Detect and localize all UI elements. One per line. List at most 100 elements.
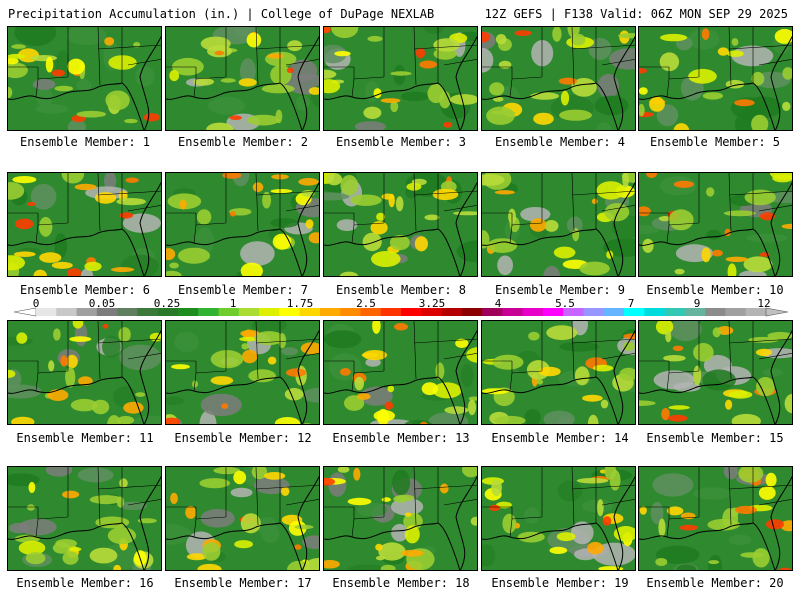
colorbar-swatch bbox=[319, 308, 341, 316]
precip-field bbox=[166, 467, 319, 570]
member-map-14 bbox=[481, 320, 636, 425]
precip-field bbox=[639, 321, 792, 424]
colorbar-swatch bbox=[96, 308, 118, 316]
member-map-17 bbox=[165, 466, 320, 571]
precip-field bbox=[8, 467, 161, 570]
colorbar-right-arrow bbox=[765, 307, 789, 317]
colorbar-swatch bbox=[421, 308, 442, 316]
colorbar-tick-label: 1.75 bbox=[286, 297, 314, 310]
member-label-20: Ensemble Member: 20 bbox=[646, 576, 784, 590]
precip-field bbox=[8, 321, 161, 424]
colorbar-tick-label: 1 bbox=[229, 297, 237, 310]
member-label-2: Ensemble Member: 2 bbox=[177, 135, 309, 149]
member-label-9: Ensemble Member: 9 bbox=[494, 283, 626, 297]
member-map-11 bbox=[7, 320, 162, 425]
member-label-4: Ensemble Member: 4 bbox=[494, 135, 626, 149]
colorbar-swatch bbox=[725, 308, 747, 316]
member-map-13 bbox=[323, 320, 478, 425]
member-map-19 bbox=[481, 466, 636, 571]
precip-field bbox=[8, 173, 161, 276]
member-label-19: Ensemble Member: 19 bbox=[491, 576, 629, 590]
colorbar-tick-label: 5.5 bbox=[555, 297, 575, 310]
colorbar-tick-label: 2.5 bbox=[356, 297, 376, 310]
member-label-1: Ensemble Member: 1 bbox=[19, 135, 151, 149]
precip-field bbox=[482, 321, 635, 424]
member-map-18 bbox=[323, 466, 478, 571]
member-label-3: Ensemble Member: 3 bbox=[335, 135, 467, 149]
colorbar-swatch bbox=[157, 308, 179, 316]
colorbar-swatch bbox=[380, 308, 402, 316]
member-label-7: Ensemble Member: 7 bbox=[177, 283, 309, 297]
colorbar-swatch bbox=[624, 308, 645, 316]
colorbar-swatch bbox=[482, 308, 503, 316]
member-label-13: Ensemble Member: 13 bbox=[332, 431, 470, 445]
colorbar-swatch bbox=[259, 308, 280, 316]
member-map-16 bbox=[7, 466, 162, 571]
colorbar-swatch bbox=[502, 308, 523, 316]
colorbar-swatch bbox=[218, 308, 240, 316]
precip-field bbox=[166, 27, 319, 130]
member-map-9 bbox=[481, 172, 636, 277]
member-map-10 bbox=[638, 172, 793, 277]
member-map-8 bbox=[323, 172, 478, 277]
colorbar-swatch bbox=[36, 308, 57, 316]
colorbar-swatch bbox=[705, 308, 726, 316]
colorbar-swatch bbox=[401, 308, 422, 316]
member-label-11: Ensemble Member: 11 bbox=[16, 431, 154, 445]
colorbar-swatch bbox=[745, 308, 767, 316]
colorbar-tick-label: 12 bbox=[757, 297, 771, 310]
colorbar-swatch bbox=[198, 308, 219, 316]
precip-field bbox=[639, 27, 792, 130]
colorbar-swatch bbox=[238, 308, 260, 316]
member-label-10: Ensemble Member: 10 bbox=[646, 283, 784, 297]
map-title: Precipitation Accumulation (in.) | Colle… bbox=[8, 7, 435, 21]
colorbar-swatch bbox=[177, 308, 199, 316]
precip-field bbox=[639, 173, 792, 276]
precip-field bbox=[166, 321, 319, 424]
member-label-12: Ensemble Member: 12 bbox=[174, 431, 312, 445]
precip-field bbox=[639, 467, 792, 570]
colorbar-tick-label: 3.25 bbox=[418, 297, 446, 310]
colorbar-tick-label: 7 bbox=[627, 297, 635, 310]
colorbar-swatch bbox=[299, 308, 321, 316]
colorbar-swatch bbox=[117, 308, 138, 316]
precip-field bbox=[482, 467, 635, 570]
member-label-18: Ensemble Member: 18 bbox=[332, 576, 470, 590]
member-map-3 bbox=[323, 26, 478, 131]
colorbar-swatch bbox=[360, 308, 382, 316]
member-map-7 bbox=[165, 172, 320, 277]
member-label-6: Ensemble Member: 6 bbox=[19, 283, 151, 297]
member-label-15: Ensemble Member: 15 bbox=[646, 431, 784, 445]
colorbar-swatch bbox=[664, 308, 686, 316]
colorbar-swatch bbox=[461, 308, 483, 316]
member-label-5: Ensemble Member: 5 bbox=[649, 135, 781, 149]
colorbar-tick-label: 0.25 bbox=[153, 297, 181, 310]
colorbar-swatch bbox=[522, 308, 544, 316]
colorbar-swatch bbox=[563, 308, 584, 316]
precip-field bbox=[8, 27, 161, 130]
colorbar-swatch bbox=[76, 308, 98, 316]
run-info: 12Z GEFS | F138 Valid: 06Z MON SEP 29 20… bbox=[484, 7, 788, 21]
colorbar-swatch bbox=[542, 308, 564, 316]
precip-field bbox=[324, 27, 477, 130]
colorbar-swatch bbox=[340, 308, 361, 316]
member-label-8: Ensemble Member: 8 bbox=[335, 283, 467, 297]
colorbar-tick-label: 4 bbox=[494, 297, 502, 310]
precip-field bbox=[482, 27, 635, 130]
precip-colorbar bbox=[13, 307, 789, 317]
precip-field bbox=[324, 173, 477, 276]
colorbar-swatch bbox=[137, 308, 158, 316]
colorbar-tick-label: 0.05 bbox=[88, 297, 116, 310]
member-label-16: Ensemble Member: 16 bbox=[16, 576, 154, 590]
member-map-4 bbox=[481, 26, 636, 131]
colorbar-swatch bbox=[56, 308, 77, 316]
member-map-6 bbox=[7, 172, 162, 277]
colorbar-swatch bbox=[583, 308, 605, 316]
precip-field bbox=[324, 321, 477, 424]
precip-field bbox=[324, 467, 477, 570]
colorbar-swatch bbox=[644, 308, 665, 316]
colorbar-swatch bbox=[441, 308, 463, 316]
colorbar-swatch bbox=[279, 308, 300, 316]
member-map-2 bbox=[165, 26, 320, 131]
